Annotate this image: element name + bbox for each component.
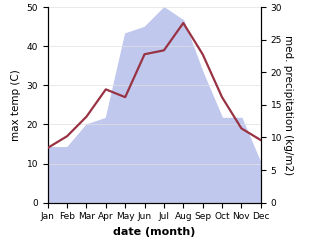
Y-axis label: med. precipitation (kg/m2): med. precipitation (kg/m2) <box>283 35 293 175</box>
Y-axis label: max temp (C): max temp (C) <box>11 69 21 141</box>
X-axis label: date (month): date (month) <box>113 227 196 237</box>
